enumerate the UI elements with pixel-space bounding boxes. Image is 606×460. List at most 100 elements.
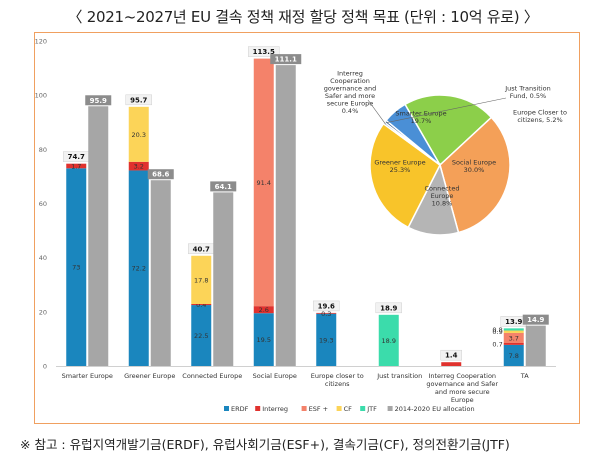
allocation-value-label: 64.1 [215,183,232,191]
segment-value-label: 19.3 [319,336,333,344]
total-label-box [313,300,340,312]
segment-value-label: 1.7 [71,162,81,170]
segment-value-label: 0.8 [492,326,502,334]
segment-value-label: 91.4 [257,179,271,187]
x-tick-label: Connected Europe [182,372,242,380]
bar-segment [128,106,149,162]
bar-segment [128,161,149,171]
allocation-bar [213,192,234,366]
legend-label: ESF + [309,405,328,413]
bar-chart: 0 20 40 60 80 100 120 73 1.774.7 95.9 Smarter Euro… [35,38,556,413]
pie-slice-label: Greener Europe 25.3% [374,158,425,174]
total-value-label: 13.9 [505,318,522,326]
legend-label: Interreg [262,405,288,413]
x-tick-label: Social Europe [253,372,297,380]
y-tick-label: 100 [35,92,47,100]
allocation-value-label: 111.1 [275,56,297,64]
bar-segment [191,303,212,306]
bar-segment [316,312,337,314]
bar-segment [128,170,149,366]
allocation-bar [88,106,109,366]
x-tick-label: Greener Europe [124,372,175,380]
segment-value-label: 72.2 [132,265,146,273]
chart-frame [34,32,580,424]
allocation-label-box [522,314,549,325]
allocation-value-label: 95.9 [90,97,107,105]
segment-value-label: 73 [72,264,80,272]
allocation-bar [150,180,171,366]
total-value-label: 113.5 [253,48,275,56]
segment-value-label: 17.8 [194,276,208,284]
segment-value-label: 22.5 [194,332,208,340]
x-tick-label: Interreg Cooperation [428,372,496,380]
bar-segment [191,255,212,304]
pie-slice [439,116,511,234]
pie-leader-line [386,97,507,123]
legend-swatch [301,406,307,411]
x-tick-label: governance and Safer [426,380,498,388]
legend-swatch [360,406,366,411]
y-tick-label: 60 [39,200,47,208]
bar-segment [441,362,462,366]
legend-label: ERDF [231,405,249,413]
bar-segment [503,342,524,345]
allocation-label-box [85,95,112,106]
total-value-label: 1.4 [445,352,458,360]
x-tick-label: Europe [451,396,474,404]
pie-slice-label: Smarter Europe 19.7% [395,109,446,125]
bar-segment [191,305,212,366]
allocation-label-box [270,54,302,65]
bar-segment [253,313,274,366]
footnote: ※ 참고 : 유럽지역개발기금(ERDF), 유럽사회기금(ESF+), 결속기… [20,437,510,452]
bar-segment [503,328,524,331]
total-value-label: 19.6 [318,302,335,310]
allocation-value-label: 14.9 [527,316,544,324]
total-value-label: 74.7 [68,153,85,161]
x-tick-label: Europe closer to [311,372,364,380]
segment-value-label: 0.7 [492,340,502,348]
total-label-box [125,94,152,106]
pie-slice-label: Social Europe 30.0% [452,158,496,174]
total-label-box [375,302,402,314]
bar-segment [316,313,337,366]
segment-value-label: 0.4 [196,301,206,309]
allocation-value-label: 68.6 [152,171,169,179]
legend-swatch [336,406,342,411]
x-tick-label: TA [520,372,529,380]
y-tick-label: 120 [35,38,47,46]
legend-swatch [387,406,393,411]
bar-segment [66,163,87,169]
allocation-bar [275,65,296,367]
total-value-label: 18.9 [380,304,397,312]
segment-value-label: 2.6 [259,306,269,314]
y-tick-label: 0 [43,363,47,371]
legend-swatch [224,406,229,411]
segment-value-label: 0.9 [492,328,502,336]
bar-segment [66,168,87,366]
segment-value-label: 19.5 [257,336,271,344]
legend-label: JTF [366,405,377,413]
x-tick-label: citizens [325,380,350,388]
segment-value-label: 3.7 [509,334,519,342]
segment-value-label: 0.3 [321,310,331,318]
segment-value-label: 20.3 [132,131,146,139]
total-value-label: 95.7 [130,96,147,104]
legend-label: CF [344,405,353,413]
segment-value-label: 3.2 [134,163,144,171]
pie-slice-label: Interreg Cooperation governance and Safer a… [324,69,377,115]
x-tick-label: Just transition [376,372,422,380]
y-tick-label: 80 [39,146,47,154]
segment-value-label: 18.9 [382,337,396,345]
y-tick-label: 20 [39,308,47,316]
pie-slice [403,94,493,167]
pie-slice [385,103,441,166]
legend-swatch [255,406,261,411]
bar-segment [253,306,274,314]
pie-slice-label: Just Transition Fund, 0.5% [504,84,550,100]
segment-value-label: 7.8 [509,352,519,360]
bar-segment [378,314,399,366]
total-label-box [440,349,462,361]
allocation-bar [525,325,546,366]
bar-segment [503,332,524,343]
